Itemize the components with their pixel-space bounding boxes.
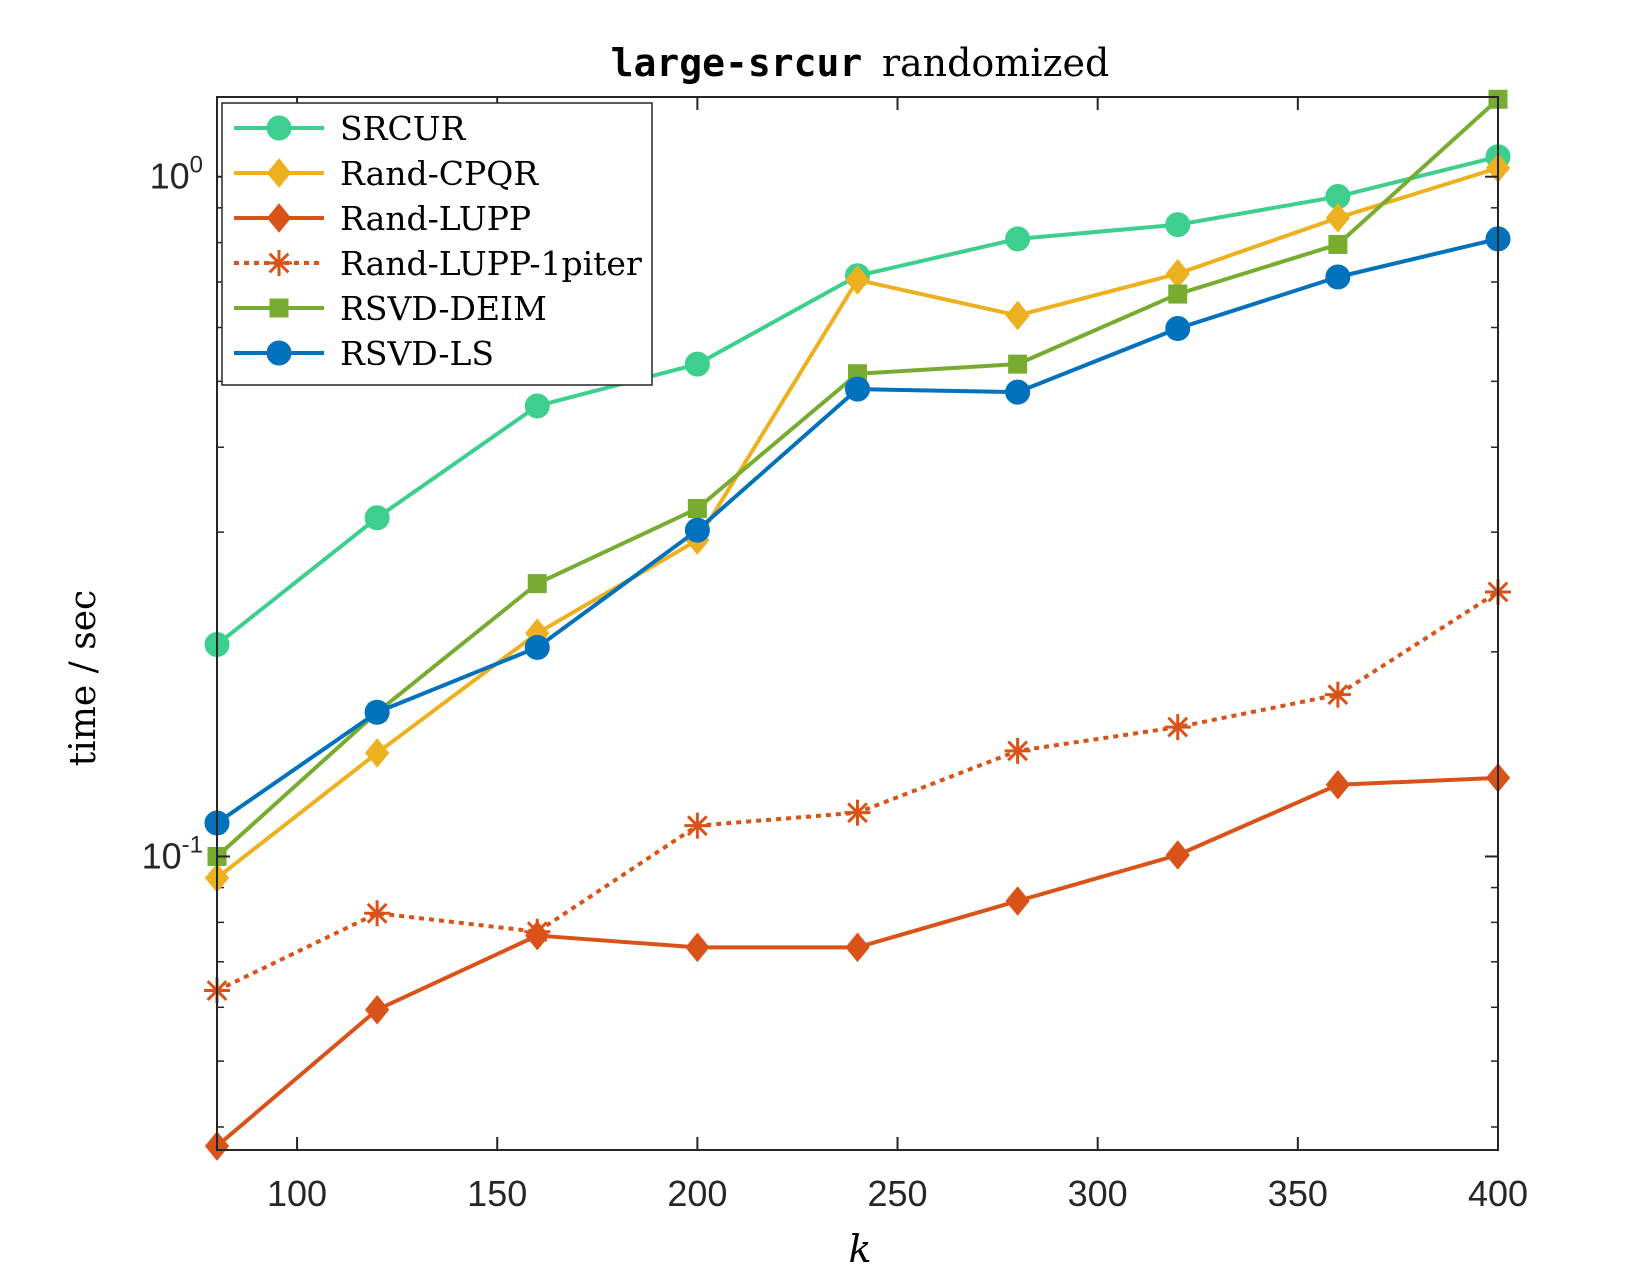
data-point: [1325, 264, 1351, 290]
data-point: [1005, 886, 1030, 916]
legend-item: RSVD-LS: [234, 334, 494, 373]
x-tick-label: 250: [867, 1173, 927, 1214]
x-tick-label: 400: [1468, 1173, 1528, 1214]
legend-item: RSVD-DEIM: [234, 289, 547, 328]
x-tick-label: 300: [1068, 1173, 1128, 1214]
data-point: [1165, 212, 1191, 238]
legend-marker: [269, 298, 289, 318]
data-point: [1165, 316, 1191, 342]
x-tick-label: 150: [467, 1173, 527, 1214]
y-tick-label: 10-1: [142, 831, 203, 876]
plot-frame: [216, 96, 1499, 1151]
y-axis: 10-1 100: [142, 152, 1498, 876]
x-tick-label: 100: [267, 1173, 327, 1214]
data-point: [524, 634, 550, 660]
data-point: [364, 994, 390, 1025]
data-point: [1005, 300, 1030, 331]
data-point: [1004, 737, 1031, 764]
legend-marker: [266, 158, 292, 188]
x-axis-label: k: [848, 1227, 871, 1271]
series-rsvd-ls: [204, 226, 1511, 836]
data-point: [364, 699, 390, 725]
legend-marker: [266, 115, 292, 141]
legend-marker: [266, 250, 292, 276]
data-point: [1005, 379, 1031, 405]
y-tick-label: 100: [150, 152, 203, 197]
legend-item: SRCUR: [234, 109, 467, 148]
legend-item: Rand-LUPP: [234, 199, 531, 238]
legend-label: Rand-LUPP-1piter: [340, 244, 642, 283]
data-point: [684, 351, 710, 377]
legend-item: Rand-LUPP-1piter: [234, 244, 642, 283]
data-point: [1325, 769, 1351, 800]
data-point: [685, 932, 710, 963]
legend-label: Rand-LUPP: [340, 199, 531, 238]
x-tick-label: 350: [1268, 1173, 1328, 1214]
legend-label: RSVD-DEIM: [340, 289, 547, 328]
series-rand-cpqr: [204, 153, 1511, 893]
data-point: [364, 738, 390, 768]
data-point: [524, 918, 551, 945]
data-point: [845, 265, 870, 295]
chart-title-code: large-srcur: [611, 41, 863, 85]
data-point: [1008, 354, 1028, 374]
data-point: [687, 499, 707, 519]
data-point: [527, 574, 547, 594]
data-point: [1325, 203, 1351, 233]
data-point: [684, 812, 711, 839]
data-point: [1168, 284, 1188, 304]
chart-title-text: randomized: [882, 41, 1110, 85]
data-point: [684, 517, 710, 543]
legend-marker: [266, 340, 292, 366]
legend-label: RSVD-LS: [340, 334, 494, 373]
x-axis: 100 150 200 250 300 350 400: [267, 97, 1528, 1214]
legend-label: Rand-CPQR: [340, 154, 539, 193]
x-tick-label: 200: [667, 1173, 727, 1214]
chart-title: large-srcur randomized: [611, 41, 1110, 85]
y-axis-label: time / sec: [63, 590, 104, 766]
data-point: [1005, 226, 1031, 252]
data-point: [1165, 840, 1190, 870]
data-point: [364, 505, 390, 531]
data-point: [1328, 234, 1348, 254]
legend-label: SRCUR: [340, 109, 467, 148]
data-point: [844, 799, 871, 826]
data-point: [524, 393, 550, 419]
data-point: [1164, 714, 1191, 741]
legend-item: Rand-CPQR: [234, 154, 539, 193]
legend-marker: [266, 203, 292, 233]
data-point: [845, 376, 870, 402]
data-point: [1324, 681, 1351, 708]
data-point: [364, 900, 391, 927]
legend: SRCUR Rand-CPQR Rand-LUPP Rand-LUPP-1piter R…: [221, 102, 653, 386]
legend-box: [221, 102, 653, 386]
data-point: [845, 932, 870, 963]
